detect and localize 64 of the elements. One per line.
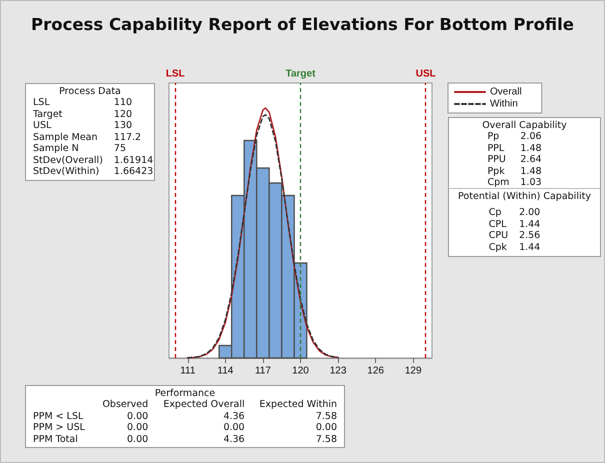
text: 120	[114, 108, 132, 120]
chart-title: Process Capability Report of Elevations For Bottom Profile	[31, 15, 574, 34]
category-label: PPM < LSL	[32, 410, 84, 422]
text: Process Data	[58, 86, 122, 97]
x-tick-label: 126	[367, 366, 384, 376]
text: 1.03	[520, 177, 542, 188]
text: 1.44	[519, 242, 540, 252]
x-tick-label: 120	[292, 366, 310, 376]
category-label: USL	[32, 120, 52, 132]
text: 117.2	[114, 132, 142, 142]
text: Overall Capability	[481, 120, 568, 131]
category-label: CPU	[488, 230, 510, 242]
text: 1.48	[520, 142, 542, 154]
category-label: PPM Total	[32, 434, 79, 445]
category-label: Ppk	[486, 166, 506, 177]
category-label: StDev(Overall)	[32, 154, 104, 166]
data-label: 0.00	[222, 422, 246, 434]
category-label: PPM > USL	[32, 422, 86, 434]
text: 1.44	[519, 218, 540, 230]
text: 110	[114, 97, 132, 108]
text: Expected Overall	[162, 399, 246, 410]
data-label: 0.00	[126, 422, 150, 434]
text: 2.56	[519, 230, 540, 241]
text: 75	[114, 143, 126, 154]
text: 130	[114, 120, 132, 131]
text: Performance	[154, 388, 216, 399]
category-label: Pp	[486, 131, 500, 142]
text: Expected Within	[258, 399, 338, 410]
legend-label: Overall	[490, 86, 522, 98]
text: 2.00	[519, 207, 540, 218]
category-label: Sample N	[32, 143, 80, 154]
ref-line-label: LSL	[166, 68, 185, 80]
category-label: Cpk	[488, 242, 508, 253]
data-label: 4.36	[222, 410, 246, 422]
text: Potential (Within) Capability	[457, 191, 592, 202]
x-tick-label: 117	[254, 366, 272, 376]
legend-label: Within	[490, 98, 518, 110]
text: 1.61914	[114, 154, 154, 166]
text: 1.48	[520, 166, 542, 176]
category-label: Cp	[488, 207, 502, 218]
category-label: CPL	[488, 218, 508, 230]
category-label: Cpm	[486, 177, 510, 188]
data-label: 0.00	[314, 422, 338, 434]
text: 2.06	[520, 131, 542, 142]
x-tick-label: 129	[404, 366, 422, 376]
data-label: 7.58	[314, 410, 338, 422]
data-label: 7.58	[314, 434, 338, 445]
category-label: LSL	[32, 97, 51, 108]
category-label: Sample Mean	[32, 132, 99, 143]
category-label: StDev(Within)	[32, 166, 100, 178]
text: 1.66423	[114, 166, 154, 177]
ref-line-label: Target	[286, 68, 316, 80]
category-label: Target	[32, 108, 64, 120]
category-label: PPU	[486, 154, 507, 166]
data-label: 4.36	[222, 434, 246, 445]
series-label: Observed	[101, 399, 150, 410]
ref-line-label: USL	[416, 68, 436, 80]
x-tick-label: 111	[180, 366, 196, 376]
x-tick-label: 114	[217, 366, 234, 376]
text: 2.64	[520, 154, 542, 165]
data-label: 0.00	[126, 410, 150, 422]
data-label: 0.00	[126, 434, 150, 445]
x-tick-label: 123	[330, 366, 347, 376]
category-label: PPL	[486, 142, 506, 154]
